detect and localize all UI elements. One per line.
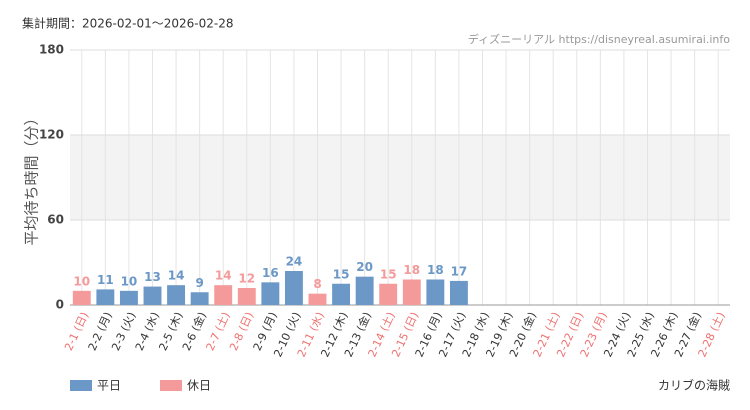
bar <box>426 279 445 305</box>
y-tick-label: 120 <box>39 128 64 142</box>
value-label: 24 <box>286 255 303 269</box>
bar <box>143 286 162 305</box>
y-axis-label: 平均待ち時間（分） <box>23 110 41 245</box>
legend-label: 平日 <box>97 379 121 393</box>
y-tick-label: 180 <box>39 43 64 57</box>
bar <box>284 271 303 305</box>
value-label: 16 <box>262 266 279 280</box>
value-label: 14 <box>215 269 232 283</box>
value-label: 9 <box>195 276 203 290</box>
value-label: 20 <box>356 260 373 274</box>
bar <box>119 290 138 305</box>
value-label: 13 <box>144 270 161 284</box>
bar <box>96 289 115 305</box>
bar <box>167 285 186 305</box>
value-label: 10 <box>73 274 90 288</box>
value-label: 10 <box>121 274 138 288</box>
y-tick-label: 60 <box>47 213 64 227</box>
source: ディズニーリアル https://disneyreal.asumirai.inf… <box>468 32 730 46</box>
value-label: 12 <box>238 272 255 286</box>
legend-swatch <box>160 380 182 391</box>
value-label: 15 <box>380 267 397 281</box>
bar <box>332 283 351 305</box>
bar <box>190 292 209 305</box>
value-label: 18 <box>403 263 420 277</box>
y-tick-label: 0 <box>56 298 64 312</box>
bar <box>72 290 91 305</box>
band <box>70 135 730 220</box>
value-label: 15 <box>333 267 350 281</box>
legend-swatch <box>70 380 92 391</box>
attraction: カリブの海賊 <box>658 378 730 393</box>
bar <box>355 276 374 305</box>
value-label: 18 <box>427 263 444 277</box>
value-label: 17 <box>451 264 468 278</box>
bar <box>308 293 327 305</box>
value-label: 11 <box>97 273 114 287</box>
bar <box>402 279 421 305</box>
chart-title: 集計期間：2026-02-01～2026-02-28 <box>22 16 233 31</box>
legend-label: 休日 <box>187 379 211 393</box>
bar <box>237 288 256 305</box>
bar <box>379 283 398 305</box>
bar <box>261 282 280 305</box>
value-label: 8 <box>313 277 321 291</box>
bar <box>214 285 233 305</box>
bar <box>449 280 468 305</box>
value-label: 14 <box>168 269 185 283</box>
